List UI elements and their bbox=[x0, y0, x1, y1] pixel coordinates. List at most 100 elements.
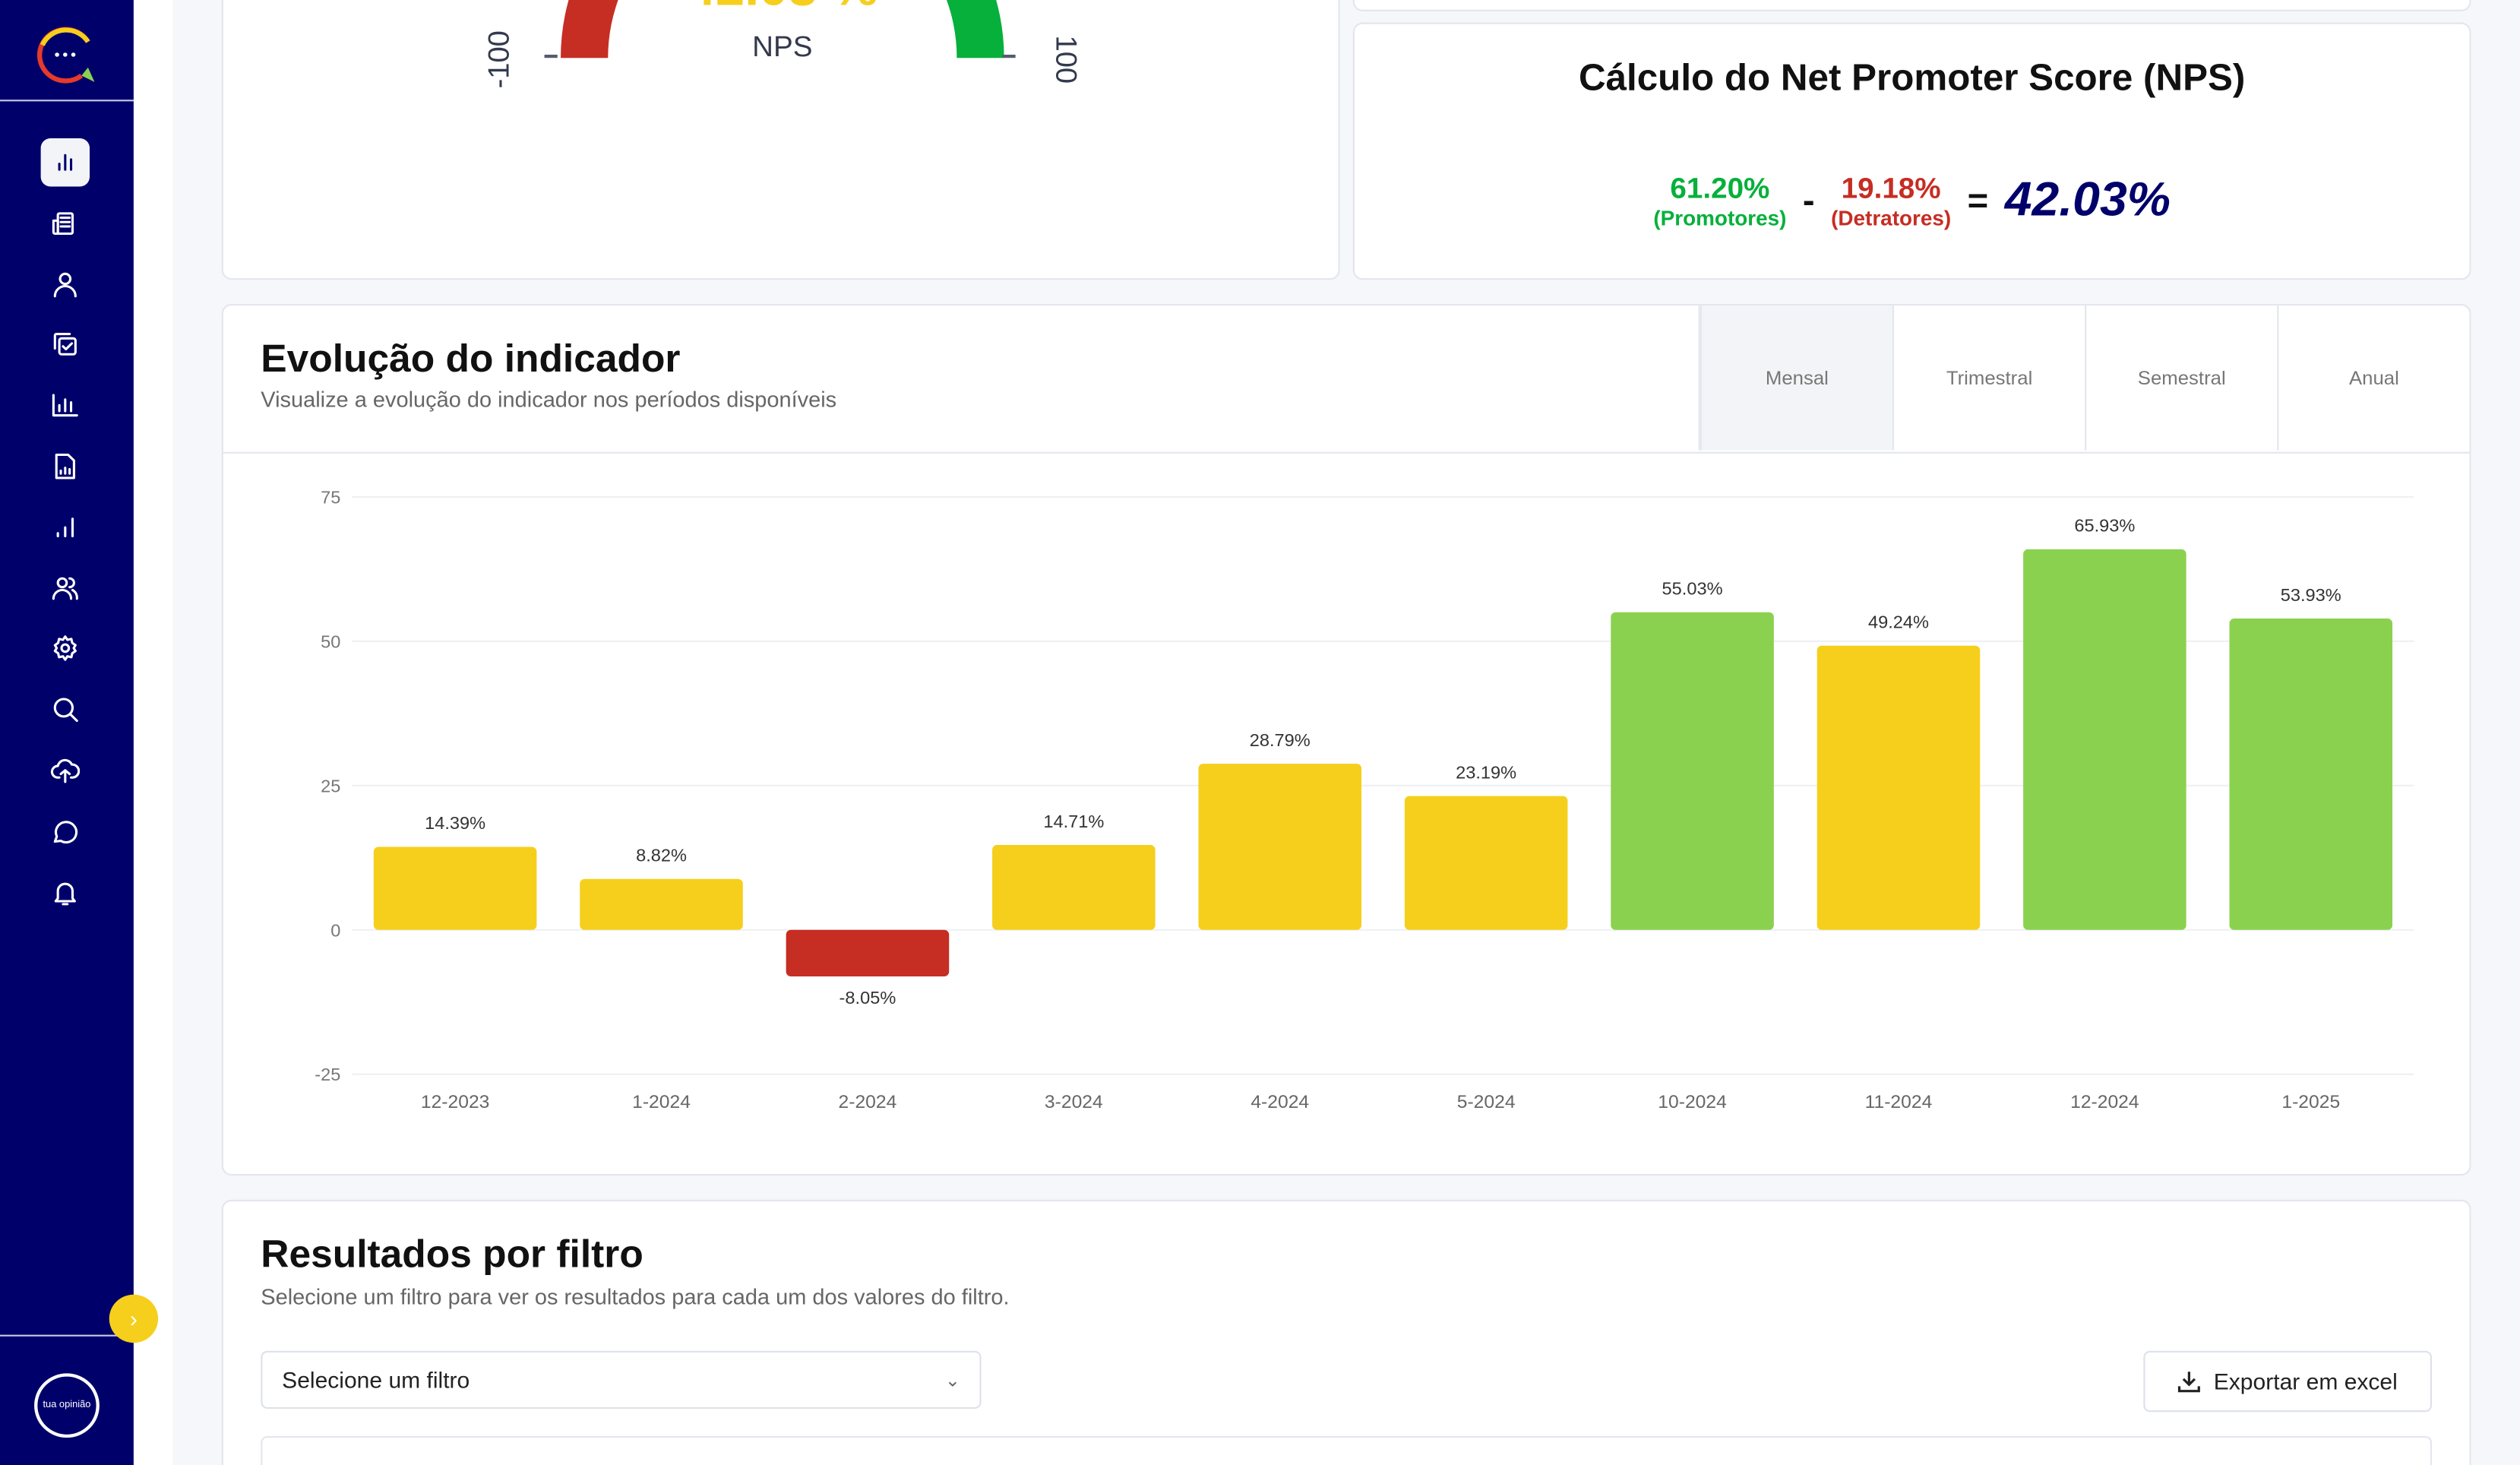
gauge-label: NPS bbox=[752, 30, 812, 63]
bar bbox=[580, 878, 743, 930]
x-tick-label: 11-2024 bbox=[1865, 1092, 1933, 1112]
x-tick-label: 5-2024 bbox=[1457, 1092, 1516, 1112]
bar bbox=[1611, 612, 1774, 930]
bar bbox=[2229, 619, 2393, 930]
sidebar-item-stats[interactable] bbox=[41, 503, 90, 551]
nps-calc-card: Cálculo do Net Promoter Score (NPS) 61.2… bbox=[1352, 22, 2471, 280]
bar bbox=[786, 929, 950, 976]
bar bbox=[992, 845, 1156, 930]
tab-semestral[interactable]: Semestral bbox=[2085, 305, 2277, 451]
data-label: 8.82% bbox=[636, 846, 687, 865]
detractors-value: 19.18% bbox=[1841, 172, 1941, 204]
y-tick-label: -25 bbox=[315, 1065, 340, 1084]
filter-select[interactable]: Selecione um filtro ⌄ bbox=[261, 1350, 982, 1409]
gutter bbox=[133, 0, 173, 1465]
user-icon bbox=[53, 271, 77, 297]
sidebar-divider bbox=[0, 1334, 134, 1337]
filters-subtitle: Selecione um filtro para ver os resultad… bbox=[261, 1285, 1010, 1309]
chat-bubble-icon bbox=[53, 820, 78, 843]
x-tick-label: 12-2024 bbox=[2070, 1092, 2139, 1112]
newspaper-icon bbox=[52, 211, 74, 235]
nps-calc-title: Cálculo do Net Promoter Score (NPS) bbox=[1578, 56, 2246, 99]
bar bbox=[1404, 796, 1568, 930]
sidebar-item-team[interactable] bbox=[41, 564, 90, 612]
export-excel-button[interactable]: Exportar em excel bbox=[2143, 1350, 2433, 1413]
copy-check-icon bbox=[53, 333, 77, 356]
y-tick-label: 0 bbox=[330, 920, 340, 940]
users-icon bbox=[52, 576, 78, 600]
gauge-tick bbox=[544, 54, 558, 59]
data-label: 65.93% bbox=[2074, 516, 2135, 536]
filters-card: Resultados por filtro Selecione um filtr… bbox=[221, 1199, 2471, 1465]
top-card bbox=[1352, 0, 2471, 11]
data-label: 14.39% bbox=[425, 813, 485, 833]
sidebar-item-settings[interactable] bbox=[41, 625, 90, 672]
download-icon bbox=[2178, 1372, 2201, 1393]
file-chart-icon bbox=[55, 453, 75, 479]
equals-sign: = bbox=[1967, 180, 1989, 220]
filter-select-placeholder: Selecione um filtro bbox=[282, 1366, 470, 1393]
search-icon bbox=[53, 698, 78, 723]
sidebar: tua opinião bbox=[0, 0, 134, 1465]
chevron-down-icon: ⌄ bbox=[944, 1371, 960, 1391]
sidebar-item-upload[interactable] bbox=[41, 746, 90, 794]
sidebar-item-notifications[interactable] bbox=[41, 868, 90, 916]
bar bbox=[1198, 764, 1362, 930]
app-logo bbox=[36, 27, 95, 84]
nps-result: 42.03% bbox=[2004, 173, 2171, 227]
gauge-card: 42.03 % NPS -100 100 bbox=[221, 0, 1340, 280]
x-tick-label: 12-2023 bbox=[421, 1092, 490, 1112]
tab-mensal[interactable]: Mensal bbox=[1699, 305, 1892, 451]
sidebar-item-search[interactable] bbox=[41, 685, 90, 733]
export-excel-label: Exportar em excel bbox=[2213, 1368, 2398, 1394]
sidebar-item-messages[interactable] bbox=[41, 807, 90, 855]
minus-sign: - bbox=[1802, 180, 1815, 220]
sidebar-item-reports[interactable] bbox=[41, 199, 90, 247]
avatar[interactable]: tua opinião bbox=[34, 1373, 100, 1438]
gauge-tick bbox=[1002, 54, 1016, 59]
data-label: -8.05% bbox=[839, 988, 896, 1008]
gauge-promoter-segment bbox=[946, 0, 1004, 59]
cloud-upload-icon bbox=[50, 758, 81, 783]
expand-sidebar-button[interactable]: › bbox=[109, 1294, 159, 1343]
detractors-label: (Detratores) bbox=[1831, 205, 1952, 230]
x-tick-label: 1-2024 bbox=[632, 1092, 691, 1112]
sidebar-item-file-report[interactable] bbox=[41, 442, 90, 490]
chevron-right-icon: › bbox=[129, 1305, 138, 1332]
tab-trimestral[interactable]: Trimestral bbox=[1892, 305, 2085, 451]
y-tick-label: 75 bbox=[321, 488, 340, 508]
data-label: 53.93% bbox=[2281, 585, 2341, 605]
signal-bars-icon bbox=[56, 517, 74, 537]
evolution-bar-chart: 75 50 25 0 -25 14.39% 12-2023 8.82% 1-2024 -8.05%… bbox=[315, 488, 2414, 1112]
data-label: 23.19% bbox=[1456, 762, 1516, 782]
bar-chart-icon bbox=[58, 153, 73, 171]
gauge-detractor-segment bbox=[561, 0, 618, 59]
sidebar-item-analytics[interactable] bbox=[41, 381, 90, 429]
x-tick-label: 10-2024 bbox=[1658, 1092, 1727, 1112]
data-label: 28.79% bbox=[1250, 730, 1311, 750]
gauge-min-label: -100 bbox=[482, 30, 515, 88]
sidebar-divider bbox=[0, 100, 134, 102]
sidebar-item-users[interactable] bbox=[41, 260, 90, 308]
avatar-logo-text: tua opinião bbox=[43, 1400, 91, 1411]
x-tick-label: 3-2024 bbox=[1045, 1092, 1103, 1112]
results-table bbox=[261, 1435, 2433, 1465]
divider bbox=[223, 451, 2470, 454]
promoters-value: 61.20% bbox=[1670, 172, 1770, 204]
gauge-max-label: 100 bbox=[1049, 36, 1082, 84]
bar bbox=[2023, 549, 2186, 930]
x-tick-label: 2-2024 bbox=[839, 1092, 897, 1112]
nps-gauge: 42.03 % NPS -100 100 bbox=[482, 0, 1083, 88]
data-label: 14.71% bbox=[1043, 812, 1104, 831]
gear-icon bbox=[53, 635, 77, 662]
bar bbox=[373, 846, 537, 930]
filters-title: Resultados por filtro bbox=[261, 1233, 643, 1277]
tab-anual[interactable]: Anual bbox=[2277, 305, 2469, 451]
column-chart-icon bbox=[52, 394, 78, 417]
x-tick-label: 1-2025 bbox=[2281, 1092, 2340, 1112]
sidebar-item-dashboard[interactable] bbox=[40, 138, 90, 187]
x-tick-label: 4-2024 bbox=[1251, 1092, 1309, 1112]
sidebar-item-tasks[interactable] bbox=[41, 321, 90, 369]
promoters-label: (Promotores) bbox=[1653, 205, 1787, 230]
data-label: 55.03% bbox=[1662, 579, 1723, 599]
